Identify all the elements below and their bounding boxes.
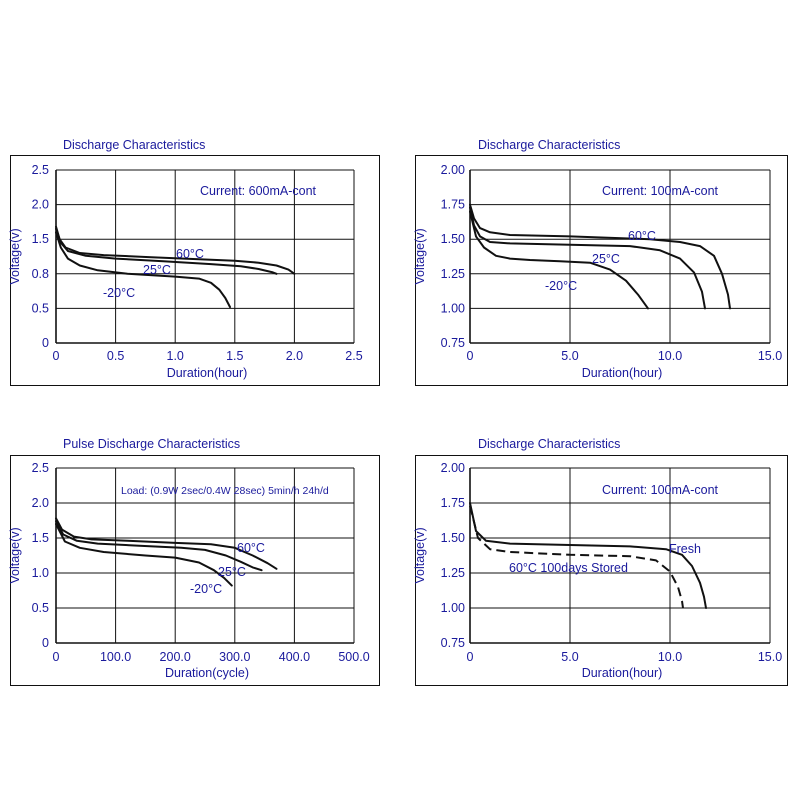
y-axis-label: Voltage(v) bbox=[413, 527, 427, 583]
chart-1-title: Discharge Characteristics bbox=[63, 138, 206, 152]
x-tick-label: 1.0 bbox=[167, 349, 184, 363]
y-tick-label: 2.0 bbox=[32, 198, 49, 212]
y-axis-label: Voltage(v) bbox=[8, 228, 22, 284]
series-line-fresh bbox=[469, 502, 707, 609]
x-tick-label: 5.0 bbox=[561, 349, 578, 363]
series-label: -20°C bbox=[190, 582, 222, 596]
series-label: Fresh bbox=[669, 542, 701, 556]
series-label: 60°C bbox=[628, 229, 656, 243]
y-tick-label: 1.75 bbox=[441, 496, 465, 510]
series-line-60-c-100days-stored bbox=[469, 505, 684, 609]
x-axis-label: Duration(hour) bbox=[167, 366, 248, 380]
series-line--20-c bbox=[55, 523, 233, 587]
x-tick-label: 15.0 bbox=[758, 349, 782, 363]
x-tick-label: 2.0 bbox=[286, 349, 303, 363]
x-tick-label: 0 bbox=[467, 650, 474, 664]
series-label: 60°C 100days Stored bbox=[509, 561, 628, 575]
series-label: 25°C bbox=[218, 565, 246, 579]
x-tick-label: 0.5 bbox=[107, 349, 124, 363]
x-tick-label: 400.0 bbox=[279, 650, 310, 664]
chart-annotation: Current: 100mA-cont bbox=[602, 184, 719, 198]
y-tick-label: 1.25 bbox=[441, 267, 465, 281]
y-tick-label: 0.75 bbox=[441, 336, 465, 350]
y-axis-label: Voltage(v) bbox=[8, 527, 22, 583]
series-line-25-c bbox=[55, 227, 278, 275]
series-label: 25°C bbox=[592, 252, 620, 266]
x-tick-label: 0 bbox=[53, 349, 60, 363]
chart-4-title: Discharge Characteristics bbox=[478, 437, 621, 451]
x-tick-label: 2.5 bbox=[345, 349, 362, 363]
series-line--20-c bbox=[55, 231, 231, 308]
chart-1-frame bbox=[10, 155, 380, 386]
y-tick-label: 2.5 bbox=[32, 163, 49, 177]
chart-annotation: Current: 100mA-cont bbox=[602, 483, 719, 497]
x-tick-label: 0 bbox=[53, 650, 60, 664]
x-tick-label: 15.0 bbox=[758, 650, 782, 664]
x-tick-label: 300.0 bbox=[219, 650, 250, 664]
x-tick-label: 1.5 bbox=[226, 349, 243, 363]
y-tick-label: 0 bbox=[42, 336, 49, 350]
y-tick-label: 1.5 bbox=[32, 232, 49, 246]
x-axis-label: Duration(cycle) bbox=[165, 666, 249, 680]
y-tick-label: 1.00 bbox=[441, 301, 465, 315]
y-tick-label: 2.00 bbox=[441, 461, 465, 475]
y-tick-label: 1.0 bbox=[32, 566, 49, 580]
y-axis-label: Voltage(v) bbox=[413, 228, 427, 284]
chart-annotation: Load: (0.9W 2sec/0.4W 28sec) 5min/h 24h/… bbox=[121, 485, 329, 497]
series-line-25-c bbox=[55, 520, 263, 572]
x-axis-label: Duration(hour) bbox=[582, 666, 663, 680]
y-tick-label: 1.25 bbox=[441, 566, 465, 580]
chart-annotation: Current: 600mA-cont bbox=[200, 184, 317, 198]
y-tick-label: 0.8 bbox=[32, 267, 49, 281]
y-tick-label: 2.5 bbox=[32, 461, 49, 475]
series-label: -20°C bbox=[103, 286, 135, 300]
x-tick-label: 10.0 bbox=[658, 650, 682, 664]
series-label: 60°C bbox=[237, 541, 265, 555]
chart-3-frame bbox=[10, 455, 380, 686]
series-line-25-c bbox=[469, 206, 706, 310]
x-tick-label: 200.0 bbox=[160, 650, 191, 664]
series-label: -20°C bbox=[545, 279, 577, 293]
x-tick-label: 100.0 bbox=[100, 650, 131, 664]
series-label: 25°C bbox=[143, 263, 171, 277]
y-tick-label: 1.00 bbox=[441, 601, 465, 615]
y-tick-label: 1.50 bbox=[441, 232, 465, 246]
y-tick-label: 2.0 bbox=[32, 496, 49, 510]
x-tick-label: 0 bbox=[467, 349, 474, 363]
x-axis-label: Duration(hour) bbox=[582, 366, 663, 380]
y-tick-label: 0.75 bbox=[441, 636, 465, 650]
series-line--20-c bbox=[469, 210, 649, 310]
series-label: 60°C bbox=[176, 247, 204, 261]
y-tick-label: 0.5 bbox=[32, 601, 49, 615]
x-tick-label: 5.0 bbox=[561, 650, 578, 664]
chart-4-frame bbox=[415, 455, 788, 686]
y-tick-label: 2.00 bbox=[441, 163, 465, 177]
chart-2-title: Discharge Characteristics bbox=[478, 138, 621, 152]
x-tick-label: 10.0 bbox=[658, 349, 682, 363]
y-tick-label: 1.5 bbox=[32, 531, 49, 545]
y-tick-label: 0.5 bbox=[32, 301, 49, 315]
series-line-60-c bbox=[469, 203, 731, 310]
series-line-60-c bbox=[55, 517, 278, 570]
chart-2-frame bbox=[415, 155, 788, 386]
y-tick-label: 1.50 bbox=[441, 531, 465, 545]
y-tick-label: 0 bbox=[42, 636, 49, 650]
chart-3-title: Pulse Discharge Characteristics bbox=[63, 437, 241, 451]
y-tick-label: 1.75 bbox=[441, 198, 465, 212]
x-tick-label: 500.0 bbox=[338, 650, 369, 664]
